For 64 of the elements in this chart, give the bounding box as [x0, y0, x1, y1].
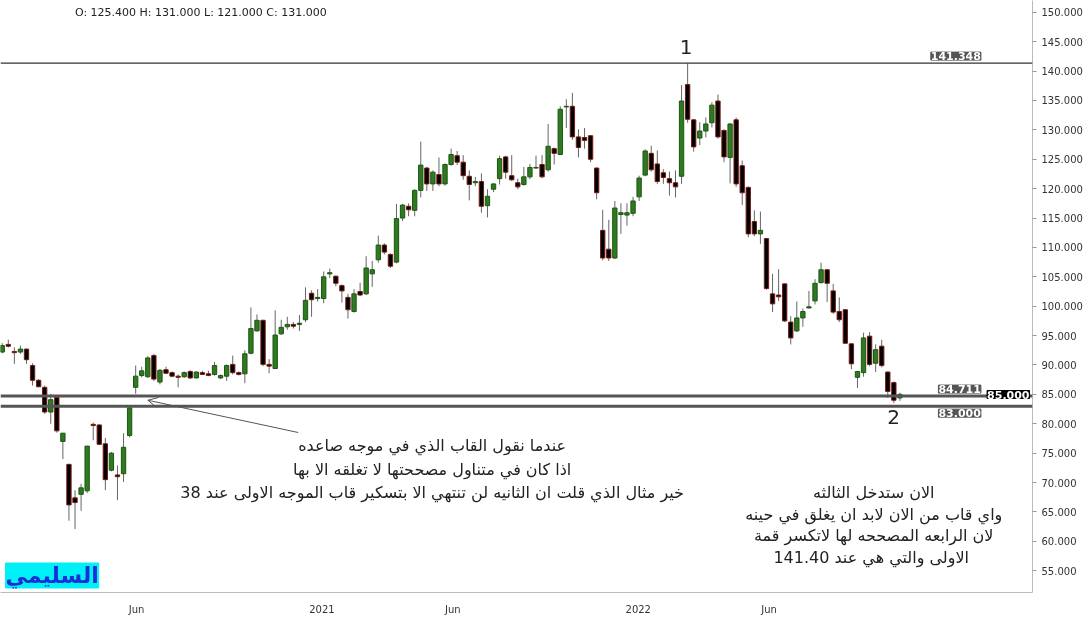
y-tick-label: 75.000: [1041, 448, 1077, 460]
y-tick-label: 60.000: [1041, 536, 1077, 548]
candlestick: [60, 432, 66, 460]
candlestick: [466, 169, 472, 201]
candlestick: [345, 293, 351, 320]
ref-line-label: 84.711: [938, 383, 981, 397]
text: O: 125.400 H: 131.000 L: 121.000 C: 131.000: [74, 6, 327, 19]
annotation: 1: [679, 34, 693, 59]
ref-line-label: 83.000: [938, 407, 982, 421]
candlestick: [424, 166, 430, 192]
candlestick: [308, 289, 315, 318]
candlestick: [563, 98, 569, 129]
y-tick-label: 140.000: [1041, 66, 1083, 78]
candlestick: [339, 283, 345, 304]
candlestick: [509, 154, 515, 182]
candlestick: [545, 123, 551, 173]
y-tick-label: 110.000: [1041, 242, 1083, 254]
y-tick-label: 100.000: [1041, 301, 1083, 313]
candlestick: [484, 188, 491, 218]
y-tick-label: 80.000: [1041, 418, 1077, 430]
y-tick-label: 85.000: [1041, 389, 1077, 401]
candlestick: [302, 286, 309, 323]
candlestick: [436, 156, 442, 187]
candlestick: [133, 365, 139, 395]
candlestick: [375, 235, 381, 264]
candlestick: [824, 268, 830, 303]
candlestick: [879, 339, 885, 368]
annotation: السليمي: [5, 563, 99, 589]
annotation: عندما نقول القاب الذي في موجه صاعده اذا كان في متناول مصححتها لا تغلقه الا بها خير مثال الذي قلت ان الثانيه لن تنتهي الا بتسكير قاب الموجه الاولى عند 38: [180, 436, 684, 503]
x-tick-label: 2021: [309, 603, 335, 615]
y-tick-label: 115.000: [1041, 213, 1083, 225]
candlestick: [151, 353, 157, 382]
candlestick: [357, 282, 363, 297]
annotation: 85.000: [987, 388, 1030, 402]
y-tick-label: 65.000: [1041, 506, 1077, 518]
candlestick: [496, 155, 503, 186]
x-tick-label: Jun: [444, 603, 461, 615]
ref-line-label: 141.348: [930, 50, 981, 64]
candlestick: [11, 346, 18, 365]
candlestick: [757, 211, 764, 245]
y-tick-label: 70.000: [1041, 477, 1077, 489]
y-tick-label: 105.000: [1041, 271, 1083, 283]
y-tick-label: 150.000: [1041, 7, 1083, 19]
y-tick-label: 145.000: [1041, 36, 1083, 48]
candlestick: [636, 175, 642, 202]
candlestick: [351, 288, 357, 314]
candlestick: [114, 465, 121, 501]
candlestick: [873, 343, 879, 373]
annotation: الان ستدخل الثالثه واي قاب من الان لابد ان يغلق في حينه لان الرابعه المصححه لها لاتكسر قمة الاولى والتي هي عند 141.40: [745, 483, 1003, 568]
candlestick: [812, 278, 818, 305]
y-tick-label: 120.000: [1041, 183, 1083, 195]
y-tick-label: 95.000: [1041, 330, 1077, 342]
candlestick: [430, 169, 436, 192]
candlestick: [806, 290, 812, 310]
y-tick-label: 55.000: [1041, 565, 1077, 577]
y-tick-label: 130.000: [1041, 124, 1083, 136]
annotation: 2: [887, 404, 900, 429]
y-tick-label: 125.000: [1041, 154, 1083, 166]
x-tick-label: Jun: [760, 603, 777, 615]
y-tick-label: 135.000: [1041, 95, 1083, 107]
y-tick-label: 90.000: [1041, 359, 1077, 371]
x-tick-label: Jun: [127, 603, 145, 615]
candlestick: [709, 101, 715, 128]
x-tick-label: 2022: [625, 603, 651, 615]
